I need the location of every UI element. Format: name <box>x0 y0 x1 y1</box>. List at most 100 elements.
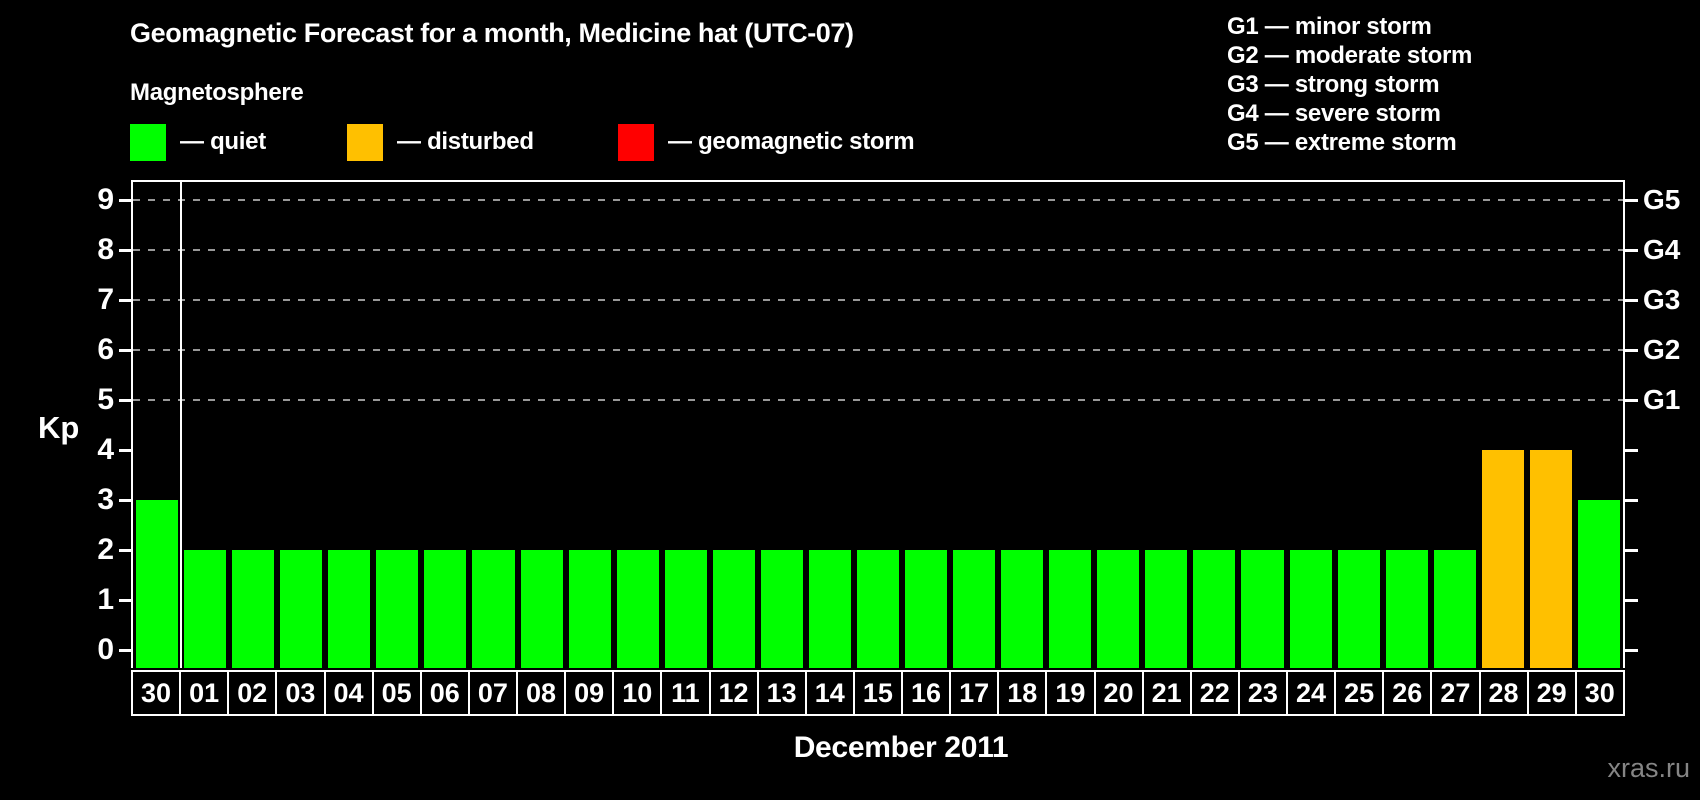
y-tick-left-3 <box>119 499 131 502</box>
bar-day-05 <box>376 550 419 668</box>
bar-day-28 <box>1481 450 1524 668</box>
y-tick-left-8 <box>119 249 131 252</box>
bar-day-13 <box>760 550 803 668</box>
x-axis-day-labels: 30 01 02 03 04 05 06 07 08 09 10 11 12 13 14 15 16 17 18 19… <box>131 670 1625 716</box>
y-tick-left-9 <box>119 199 131 202</box>
y-tick-left-1 <box>119 599 131 602</box>
month-boundary-line <box>180 182 183 668</box>
bar-day-16 <box>905 550 948 668</box>
y-tick-right-7 <box>1625 299 1638 302</box>
g-level-label-g4: G4 <box>1643 234 1681 265</box>
g-legend-line-g5: G5 — extreme storm <box>1227 129 1457 156</box>
y-tick-right-4 <box>1625 449 1638 452</box>
bar-day-21 <box>1145 550 1188 668</box>
bar-day-01 <box>184 550 227 668</box>
bar-day-02 <box>232 550 275 668</box>
magnetosphere-label: Magnetosphere <box>130 79 304 106</box>
day-label-21: 21 <box>1141 670 1192 716</box>
day-label-22: 22 <box>1189 670 1240 716</box>
y-tick-right-0 <box>1625 649 1638 652</box>
bar-day-23 <box>1241 550 1284 668</box>
y-tick-right-6 <box>1625 349 1638 352</box>
storm-color-swatch <box>618 123 654 161</box>
y-tick-right-9 <box>1625 199 1638 202</box>
g-legend-line-g3: G3 — strong storm <box>1227 71 1440 98</box>
g-legend-line-g2: G2 — moderate storm <box>1227 42 1473 69</box>
y-tick-left-6 <box>119 349 131 352</box>
bar-day-09 <box>568 550 611 668</box>
watermark: xras.ru <box>1607 753 1690 783</box>
y-tick-label-8: 8 <box>97 233 114 266</box>
g-level-label-g5: G5 <box>1643 184 1681 215</box>
y-tick-label-9: 9 <box>97 183 114 216</box>
chart-title: Geomagnetic Forecast for a month, Medici… <box>130 18 854 48</box>
day-label-02: 02 <box>227 670 278 716</box>
bar-day-04 <box>328 550 371 668</box>
day-label-15: 15 <box>852 670 903 716</box>
day-label-05: 05 <box>371 670 422 716</box>
bar-day-24 <box>1289 550 1332 668</box>
bar-day-30 <box>1577 500 1620 668</box>
day-label-14: 14 <box>804 670 855 716</box>
bar-day-27 <box>1433 550 1476 668</box>
bar-day-25 <box>1337 550 1380 668</box>
day-label-12: 12 <box>708 670 759 716</box>
y-tick-left-2 <box>119 549 131 552</box>
day-label-09: 09 <box>564 670 615 716</box>
quiet-color-swatch <box>130 123 166 161</box>
y-axis-title: Kp <box>38 410 80 445</box>
bar-day-08 <box>520 550 563 668</box>
y-tick-label-6: 6 <box>97 333 114 366</box>
g-legend-line-g4: G4 — severe storm <box>1227 100 1441 127</box>
y-tick-right-1 <box>1625 599 1638 602</box>
day-label-03: 03 <box>275 670 326 716</box>
bar-day-17 <box>953 550 996 668</box>
legend-label-disturbed: — disturbed <box>397 128 534 155</box>
day-label-19: 19 <box>1045 670 1096 716</box>
bar-day-03 <box>280 550 323 668</box>
plot-area <box>131 180 1625 668</box>
gridline-kp-9 <box>133 199 1623 201</box>
y-tick-left-7 <box>119 299 131 302</box>
g-level-label-g2: G2 <box>1643 334 1681 365</box>
y-tick-right-2 <box>1625 549 1638 552</box>
legend-item-quiet: — quiet <box>130 123 266 161</box>
day-label-30: 30 <box>1574 670 1625 716</box>
day-label-06: 06 <box>419 670 470 716</box>
gridline-kp-6 <box>133 349 1623 351</box>
day-label-13: 13 <box>756 670 807 716</box>
legend-label-storm: — geomagnetic storm <box>668 128 915 155</box>
day-label-08: 08 <box>516 670 567 716</box>
gridline-kp-8 <box>133 249 1623 251</box>
bar-day-26 <box>1385 550 1428 668</box>
g-level-label-g3: G3 <box>1643 284 1681 315</box>
bar-day-30 <box>136 500 179 668</box>
y-tick-label-2: 2 <box>97 533 114 566</box>
x-axis-title: December 2011 <box>793 731 1009 764</box>
y-tick-right-3 <box>1625 499 1638 502</box>
y-tick-left-5 <box>119 399 131 402</box>
bar-day-29 <box>1529 450 1572 668</box>
gridline-kp-7 <box>133 299 1623 301</box>
bar-day-12 <box>712 550 755 668</box>
g-legend-line-g1: G1 — minor storm <box>1227 13 1432 40</box>
day-label-prev-30: 30 <box>131 670 182 716</box>
g-level-label-g1: G1 <box>1643 384 1681 415</box>
day-label-27: 27 <box>1430 670 1481 716</box>
bar-day-11 <box>664 550 707 668</box>
day-label-28: 28 <box>1478 670 1529 716</box>
y-tick-label-1: 1 <box>97 583 114 616</box>
day-label-16: 16 <box>901 670 952 716</box>
day-label-18: 18 <box>997 670 1048 716</box>
day-label-04: 04 <box>323 670 374 716</box>
bar-day-07 <box>472 550 515 668</box>
bar-day-22 <box>1193 550 1236 668</box>
day-label-01: 01 <box>179 670 230 716</box>
bar-day-15 <box>856 550 900 668</box>
disturbed-color-swatch <box>347 123 383 161</box>
gridline-kp-5 <box>133 399 1623 401</box>
bar-day-20 <box>1097 550 1140 668</box>
bar-day-14 <box>808 550 851 668</box>
bar-day-06 <box>424 550 467 668</box>
y-tick-left-4 <box>119 449 131 452</box>
